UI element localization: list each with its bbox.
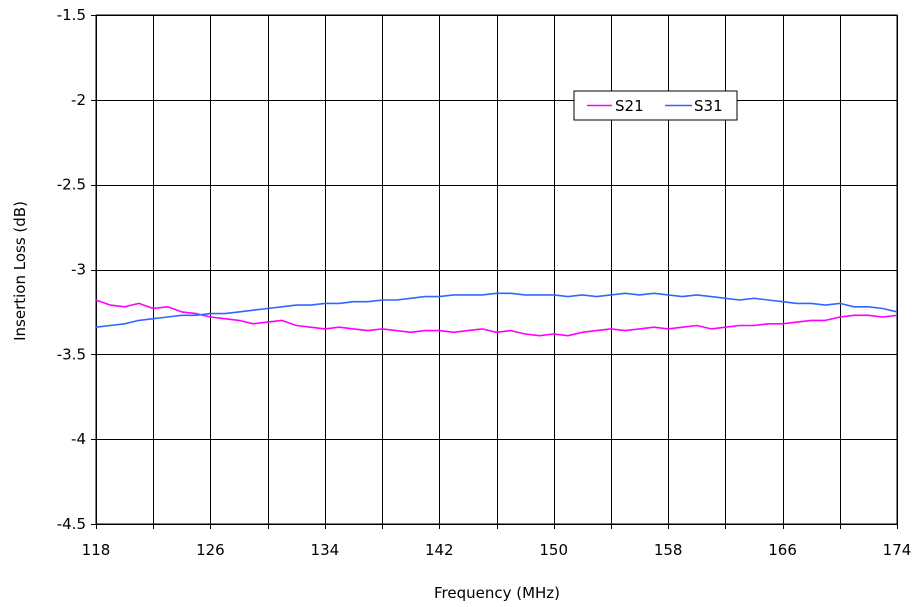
series-lines bbox=[95, 292, 898, 337]
x-tick-label: 166 bbox=[768, 541, 797, 559]
plot-frame bbox=[95, 14, 898, 525]
y-axis-ticks: -4.5 -4 -3.5 -3 -2.5 -2 -1.5 bbox=[57, 6, 96, 533]
legend-label-s21: S21 bbox=[615, 97, 644, 115]
x-tick-label: 126 bbox=[196, 541, 225, 559]
legend-label-s31: S31 bbox=[694, 97, 723, 115]
y-axis-label: Insertion Loss (dB) bbox=[11, 201, 29, 341]
y-tick-label: -3 bbox=[71, 261, 86, 279]
y-tick-label: -2.5 bbox=[57, 176, 86, 194]
y-tick-label: -1.5 bbox=[57, 6, 86, 24]
x-axis-label: Frequency (MHz) bbox=[434, 584, 560, 602]
x-tick-label: 150 bbox=[539, 541, 568, 559]
series-line-s21 bbox=[95, 299, 898, 337]
x-tick-label: 118 bbox=[82, 541, 111, 559]
x-tick-label: 174 bbox=[883, 541, 912, 559]
x-axis-ticks: 118 126 134 142 150 158 166 174 bbox=[82, 524, 912, 559]
plot-area bbox=[96, 15, 897, 524]
y-tick-label: -4 bbox=[71, 430, 86, 448]
x-tick-label: 142 bbox=[425, 541, 454, 559]
y-tick-label: -3.5 bbox=[57, 345, 86, 363]
y-tick-label: -2 bbox=[71, 91, 86, 109]
x-tick-label: 158 bbox=[654, 541, 683, 559]
x-tick-label: 134 bbox=[311, 541, 340, 559]
y-tick-label: -4.5 bbox=[57, 515, 86, 533]
legend: S21 S31 bbox=[573, 90, 738, 121]
series-line-s31 bbox=[95, 292, 898, 328]
